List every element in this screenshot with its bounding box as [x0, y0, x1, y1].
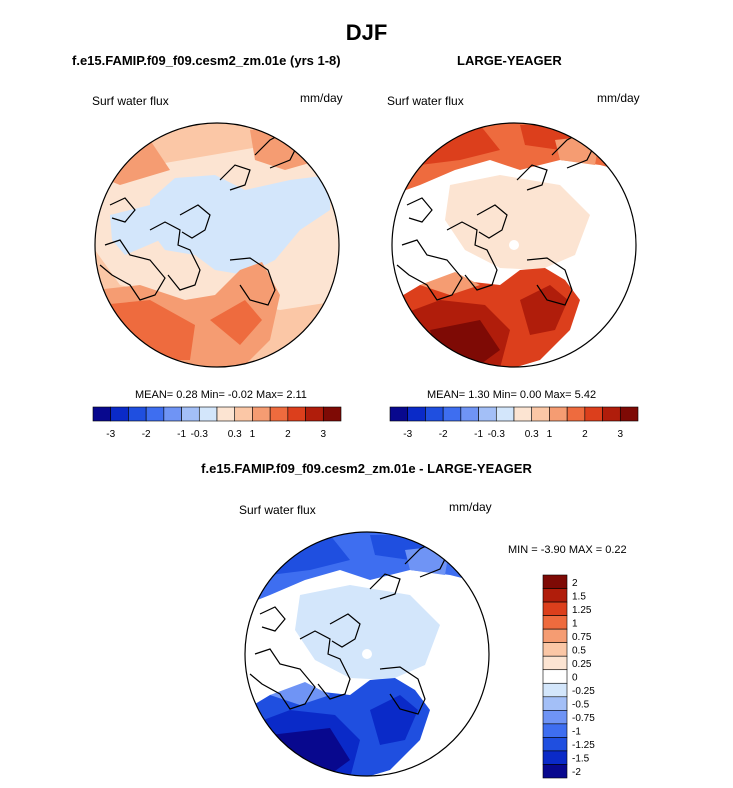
panel3-colorbar-tick-label: -0.25 — [572, 686, 595, 697]
panel2-colorbar-tick-label: 3 — [618, 429, 624, 440]
panel3-colorbar-swatch — [542, 642, 568, 657]
panel3-colorbar-tick-label: 0 — [572, 673, 578, 684]
panel2-colorbar-tick-label: -0.3 — [488, 429, 506, 440]
panel2-colorbar-swatch — [619, 406, 639, 422]
panel3-colorbar-tick-label: -0.75 — [572, 713, 595, 724]
panel3-colorbar-tick-label: 0.75 — [572, 632, 592, 643]
panel2-colorbar-swatch — [549, 406, 568, 422]
panel2-variable-label: Surf water flux — [387, 94, 464, 108]
panel3-colorbar-swatch — [542, 764, 568, 779]
panel2-colorbar-swatch — [407, 406, 426, 422]
panel1-colorbar-swatch — [110, 406, 129, 422]
panel3-colorbar-tick-label: 0.25 — [572, 659, 592, 670]
panel1-colorbar-swatch — [163, 406, 182, 422]
panel1-colorbar-swatch — [322, 406, 342, 422]
panel1-colorbar-tick-label: 3 — [321, 429, 327, 440]
panel3-stats: MIN = -3.90 MAX = 0.22 — [508, 544, 627, 556]
panel3-variable-label: Surf water flux — [239, 503, 316, 517]
panel1-stats: MEAN= 0.28 Min= -0.02 Max= 2.11 — [135, 389, 307, 401]
panel2-colorbar-tick-label: -2 — [439, 429, 448, 440]
panel1-colorbar-tick-label: -0.3 — [191, 429, 209, 440]
panel2-colorbar-swatch — [531, 406, 550, 422]
panel2-colorbar-tick-label: 2 — [582, 429, 588, 440]
panel2-stats: MEAN= 1.30 Min= 0.00 Max= 5.42 — [427, 389, 597, 401]
panel1-map — [94, 122, 340, 368]
panel3-colorbar-tick-label: 1.25 — [572, 605, 592, 616]
panel1-colorbar-swatch — [181, 406, 200, 422]
figure-title: DJF — [345, 20, 388, 45]
panel1-colorbar-swatch — [269, 406, 289, 422]
panel3-colorbar-swatch — [542, 723, 568, 738]
panel3-colorbar-tick-label: -2 — [572, 767, 581, 778]
panel1-colorbar-swatch — [287, 406, 306, 422]
panel1-colorbar-swatch — [145, 406, 165, 422]
panel2-colorbar-swatch — [389, 406, 409, 422]
panel3-colorbar-swatch — [542, 669, 568, 684]
panel2-colorbar-swatch — [513, 406, 533, 422]
panel2-title: LARGE-YEAGER — [457, 53, 562, 68]
panel3-colorbar-swatch — [542, 710, 568, 725]
panel1-colorbar-swatch — [198, 406, 218, 422]
panel2-colorbar-swatch — [460, 406, 479, 422]
panel2-colorbar-tick-label: 0.3 — [525, 429, 539, 440]
panel2-colorbar-swatch — [566, 406, 586, 422]
panel1-colorbar-swatch — [305, 406, 324, 422]
panel2-colorbar: -3 -2 -1 -0.3 0.3 1 2 3 — [389, 406, 639, 440]
panel3-colorbar-swatch — [542, 682, 568, 698]
panel3-colorbar-swatch — [542, 601, 568, 616]
panel3-colorbar-tick-label: -1.25 — [572, 740, 595, 751]
panel3-map — [244, 531, 490, 777]
panel3-colorbar-tick-label: 1 — [572, 618, 578, 629]
panel3-colorbar: 2 1.5 1.25 1 0.75 0.5 0.25 0 -0.25 -0.5 -0.75 -1 -1.… — [542, 574, 595, 779]
panel1-colorbar-tick-label: -2 — [142, 429, 151, 440]
panel2-colorbar-swatch — [584, 406, 603, 422]
panel1-colorbar: -3 -2 -1 -0.3 0.3 1 2 3 — [92, 406, 342, 440]
panel3-colorbar-swatch — [542, 737, 568, 752]
panel3-colorbar-tick-label: 2 — [572, 578, 578, 589]
panel1-colorbar-tick-label: 1 — [250, 429, 256, 440]
panel2-colorbar-swatch — [442, 406, 462, 422]
panel3-colorbar-tick-label: 0.5 — [572, 645, 586, 656]
panel1-colorbar-swatch — [216, 406, 236, 422]
panel3-units-label: mm/day — [449, 500, 492, 514]
panel3-colorbar-swatch — [542, 628, 568, 643]
panel3-colorbar-swatch — [542, 615, 568, 630]
panel3-colorbar-swatch — [542, 588, 568, 603]
panel1-units-label: mm/day — [300, 91, 343, 105]
panel1-colorbar-swatch — [92, 406, 112, 422]
panel3-colorbar-tick-label: -1.5 — [572, 754, 590, 765]
panel1-colorbar-swatch — [128, 406, 147, 422]
panel2-colorbar-swatch — [602, 406, 621, 422]
panel2-colorbar-swatch — [495, 406, 515, 422]
panel1-title: f.e15.FAMIP.f09_f09.cesm2_zm.01e (yrs 1-… — [72, 53, 341, 68]
panel2-colorbar-swatch — [478, 406, 497, 422]
panel1-colorbar-swatch — [252, 406, 271, 422]
panel1-colorbar-tick-label: 2 — [285, 429, 291, 440]
panel2-colorbar-swatch — [425, 406, 444, 422]
panel3-colorbar-swatch — [542, 750, 568, 765]
panel2-colorbar-tick-label: -1 — [474, 429, 483, 440]
panel2-map — [391, 122, 637, 368]
panel1-variable-label: Surf water flux — [92, 94, 169, 108]
panel3-colorbar-swatch — [542, 574, 568, 589]
panel3-title: f.e15.FAMIP.f09_f09.cesm2_zm.01e - LARGE… — [201, 461, 532, 476]
panel1-colorbar-tick-label: 0.3 — [228, 429, 242, 440]
panel1-colorbar-swatch — [234, 406, 253, 422]
panel3-colorbar-tick-label: -0.5 — [572, 700, 590, 711]
panel1-colorbar-tick-label: -1 — [177, 429, 186, 440]
panel3-colorbar-swatch — [542, 696, 568, 711]
panel2-colorbar-tick-label: -3 — [403, 429, 412, 440]
panel3-colorbar-tick-label: 1.5 — [572, 591, 586, 602]
panel1-colorbar-tick-label: -3 — [106, 429, 115, 440]
panel2-colorbar-tick-label: 1 — [547, 429, 553, 440]
panel2-units-label: mm/day — [597, 91, 640, 105]
panel3-colorbar-tick-label: -1 — [572, 727, 581, 738]
panel3-colorbar-swatch — [542, 655, 568, 671]
